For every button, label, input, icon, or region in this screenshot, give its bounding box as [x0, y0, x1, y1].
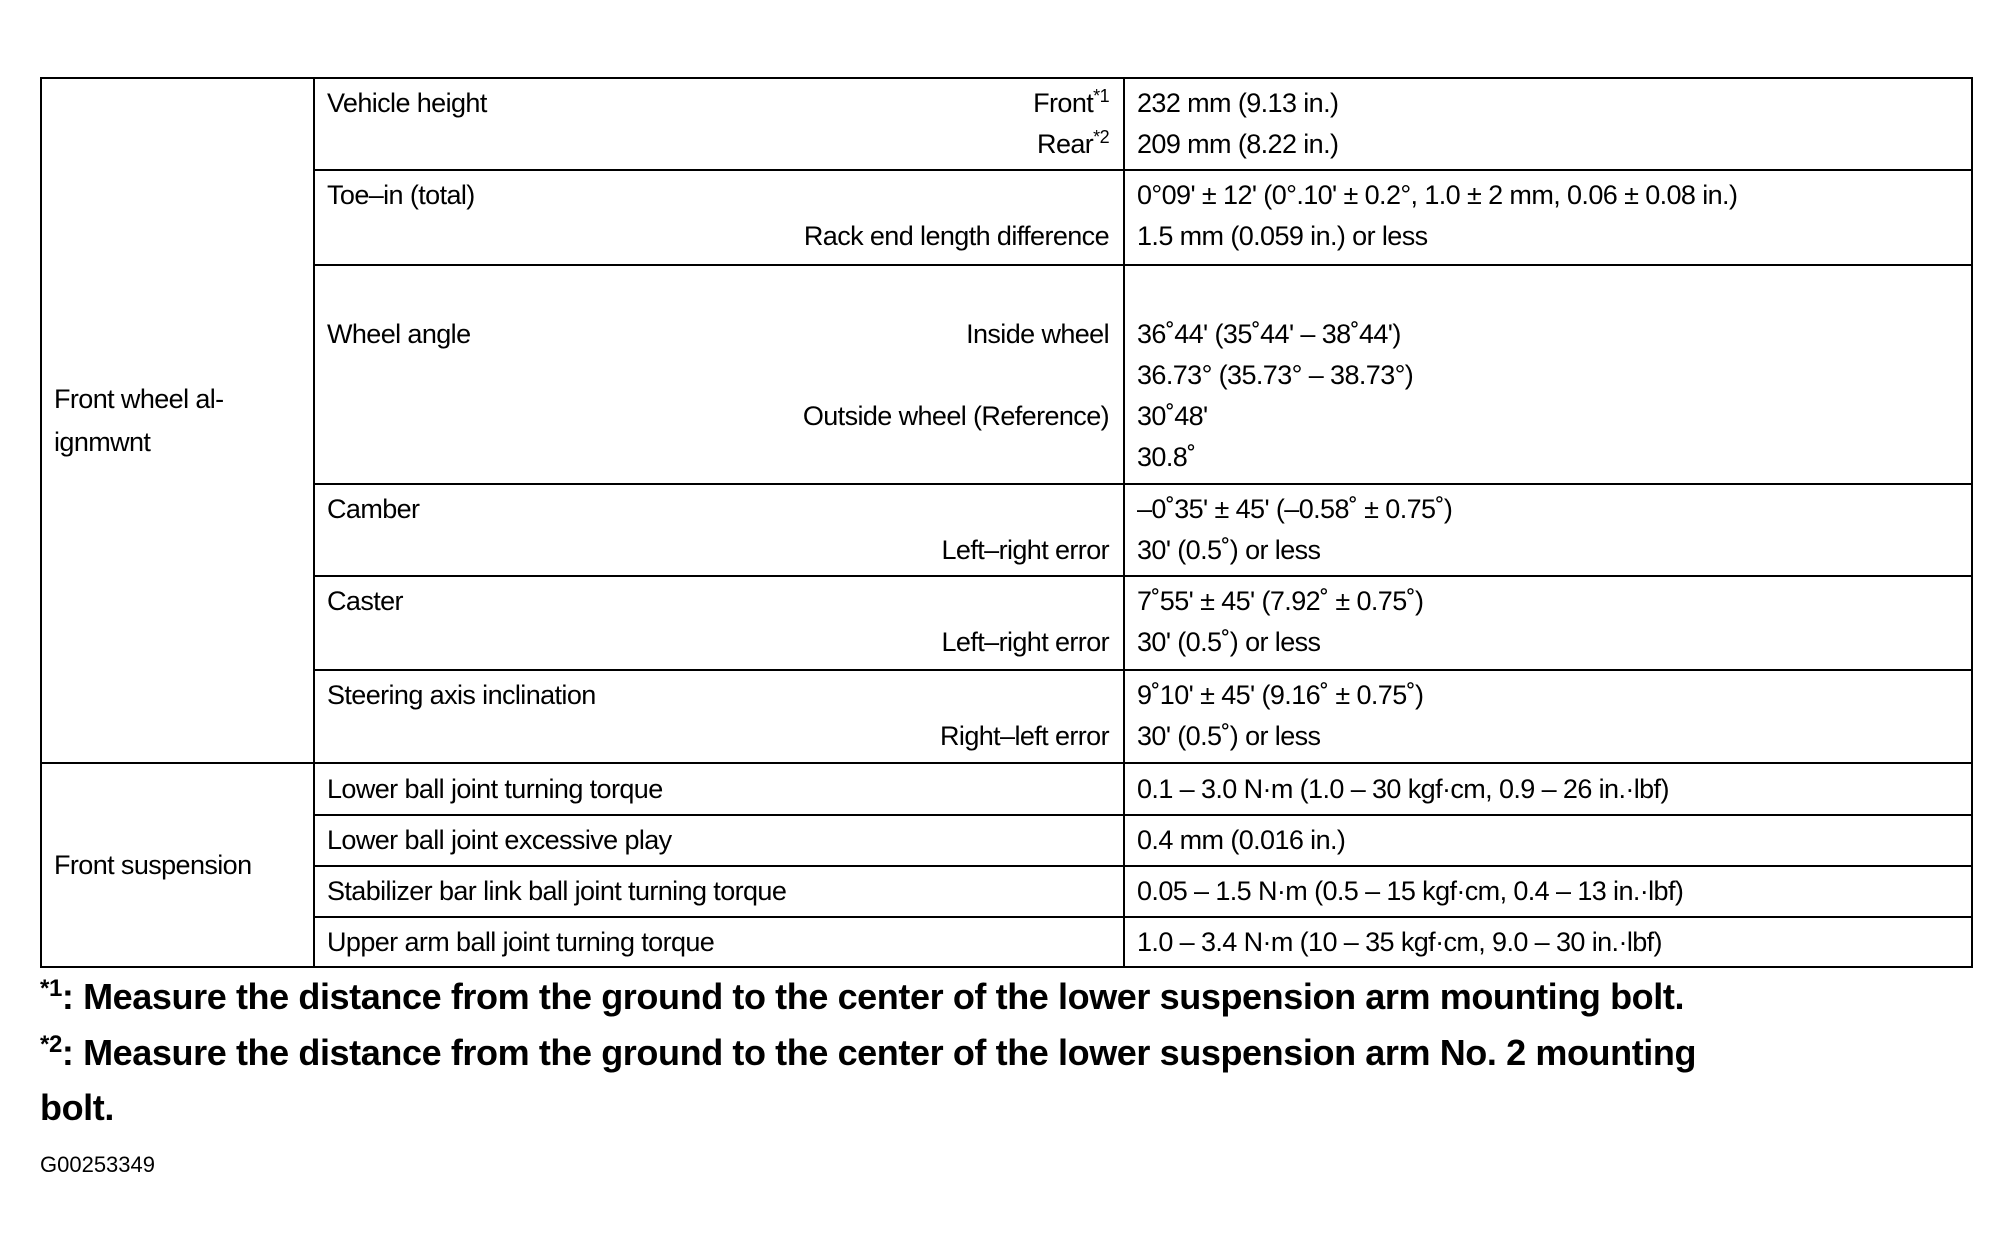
value: 209 mm (8.22 in.): [1137, 129, 1339, 159]
group-label-line: ignmwnt: [54, 426, 151, 457]
footnote-ref: *2: [1093, 127, 1109, 147]
footnote-2-continuation: bolt.: [40, 1087, 114, 1128]
row-camber: Camber Left–right error –0˚35' ± 45' (–0…: [41, 483, 1973, 577]
sub-label: Rear: [1037, 129, 1094, 159]
specification-table: Front wheel al- ignmwnt Vehicle height Fr…: [40, 77, 1973, 968]
item-label: Upper arm ball joint turning torque: [327, 926, 715, 957]
value: 30.8˚: [1137, 442, 1196, 472]
item-label: Camber: [327, 494, 420, 524]
value: 36˚44' (35˚44' – 38˚44'): [1137, 319, 1401, 349]
value: 0.4 mm (0.016 in.): [1137, 825, 1346, 855]
item-label: Toe–in (total): [327, 180, 475, 210]
sub-label: Rack end length difference: [803, 221, 1110, 251]
value: –0˚35' ± 45' (–0.58˚ ± 0.75˚): [1137, 494, 1453, 524]
row-upper-arm-ball-joint-torque: Upper arm ball joint turning torque 1.0 …: [41, 916, 1973, 968]
row-lower-ball-joint-torque: Front suspension Lower ball joint turnin…: [40, 762, 1973, 968]
sub-label: Right–left error: [940, 721, 1110, 751]
item-label: Wheel angle: [327, 319, 471, 349]
item-label: Lower ball joint turning torque: [327, 773, 663, 804]
footnote-ref: *1: [1093, 86, 1109, 106]
item-label: Caster: [327, 586, 404, 616]
value: 0°09' ± 12' (0°.10' ± 0.2°, 1.0 ± 2 mm, …: [1137, 180, 1738, 210]
row-caster: Caster Left–right error 7˚55' ± 45' (7.9…: [41, 575, 1973, 671]
value: 9˚10' ± 45' (9.16˚ ± 0.75˚): [1137, 680, 1424, 710]
sub-label: Front: [1033, 88, 1094, 118]
value: 7˚55' ± 45' (7.92˚ ± 0.75˚): [1137, 586, 1424, 616]
value: 0.1 – 3.0 N·m (1.0 – 30 kgf·cm, 0.9 – 26…: [1137, 773, 1669, 804]
row-toe-in: Toe–in (total) Rack end length differenc…: [41, 169, 1973, 266]
value: 30˚48': [1137, 401, 1208, 431]
item-label: Lower ball joint excessive play: [327, 825, 672, 855]
value: 36.73° (35.73° – 38.73°): [1137, 360, 1414, 390]
sub-label: Left–right error: [941, 627, 1110, 657]
footnote-1: *1: Measure the distance from the ground…: [40, 975, 1685, 1017]
item-label: Stabilizer bar link ball joint turning t…: [327, 876, 787, 906]
item-label: Steering axis inclination: [327, 680, 596, 710]
sub-label: Left–right error: [941, 535, 1110, 565]
group-label-line: Front wheel al-: [54, 383, 224, 414]
figure-code: G00253349: [40, 1152, 155, 1177]
item-label: Vehicle height: [327, 88, 487, 118]
value: 232 mm (9.13 in.): [1137, 88, 1339, 118]
row-vehicle-height: Front wheel al- ignmwnt Vehicle height Fr…: [40, 77, 1973, 764]
value: 1.0 – 3.4 N·m (10 – 35 kgf·cm, 9.0 – 30 …: [1137, 926, 1663, 957]
value: 1.5 mm (0.059 in.) or less: [1137, 221, 1428, 251]
group-front-suspension: Front suspension: [40, 762, 315, 968]
footnote-2: *2: Measure the distance from the ground…: [40, 1031, 1697, 1073]
row-wheel-angle: Wheel angle Inside wheel Outside wheel (R…: [41, 264, 1973, 485]
value: 30' (0.5˚) or less: [1137, 535, 1321, 565]
sub-label: Inside wheel: [966, 319, 1110, 349]
value: 30' (0.5˚) or less: [1137, 721, 1321, 751]
row-stabilizer-link-torque: Stabilizer bar link ball joint turning t…: [41, 865, 1973, 918]
value: 0.05 – 1.5 N·m (0.5 – 15 kgf·cm, 0.4 – 1…: [1137, 876, 1684, 906]
value: 30' (0.5˚) or less: [1137, 627, 1321, 657]
row-steering-axis-inclination: Steering axis inclination Right–left err…: [41, 669, 1973, 764]
group-front-wheel-alignment: Front wheel al- ignmwnt: [40, 77, 315, 764]
sub-label: Outside wheel (Reference): [802, 401, 1110, 431]
row-lower-ball-joint-play: Lower ball joint excessive play 0.4 mm (…: [41, 814, 1973, 867]
